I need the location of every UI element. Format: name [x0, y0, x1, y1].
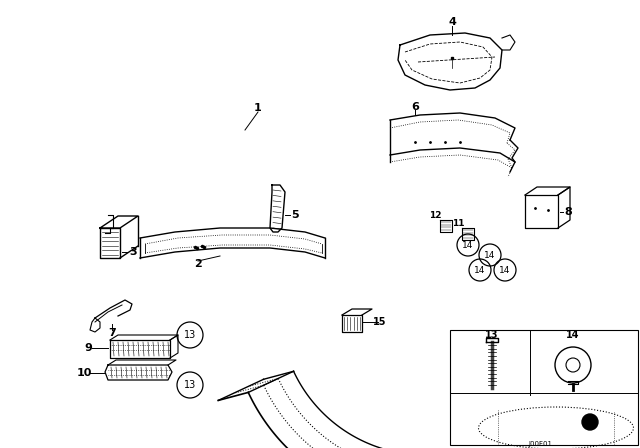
Text: 14: 14: [484, 250, 496, 259]
Text: 14: 14: [462, 241, 474, 250]
Text: 9: 9: [84, 343, 92, 353]
FancyBboxPatch shape: [450, 330, 638, 445]
Text: 13: 13: [485, 330, 499, 340]
Text: J00F01: J00F01: [528, 441, 552, 447]
Text: 1: 1: [254, 103, 262, 113]
Text: 2: 2: [194, 259, 202, 269]
Text: 15: 15: [373, 317, 387, 327]
Text: 13: 13: [184, 380, 196, 390]
Text: 14: 14: [566, 330, 580, 340]
Text: 14: 14: [499, 266, 511, 275]
Text: 4: 4: [448, 17, 456, 27]
Text: 7: 7: [108, 328, 116, 338]
Text: 10: 10: [76, 368, 92, 378]
Text: 6: 6: [411, 102, 419, 112]
Circle shape: [582, 414, 598, 430]
Text: 12: 12: [429, 211, 441, 220]
Text: 14: 14: [474, 266, 486, 275]
Text: 11: 11: [452, 219, 464, 228]
Text: 3: 3: [129, 247, 137, 257]
Text: 8: 8: [564, 207, 572, 217]
Text: 5: 5: [291, 210, 299, 220]
Text: 13: 13: [184, 330, 196, 340]
